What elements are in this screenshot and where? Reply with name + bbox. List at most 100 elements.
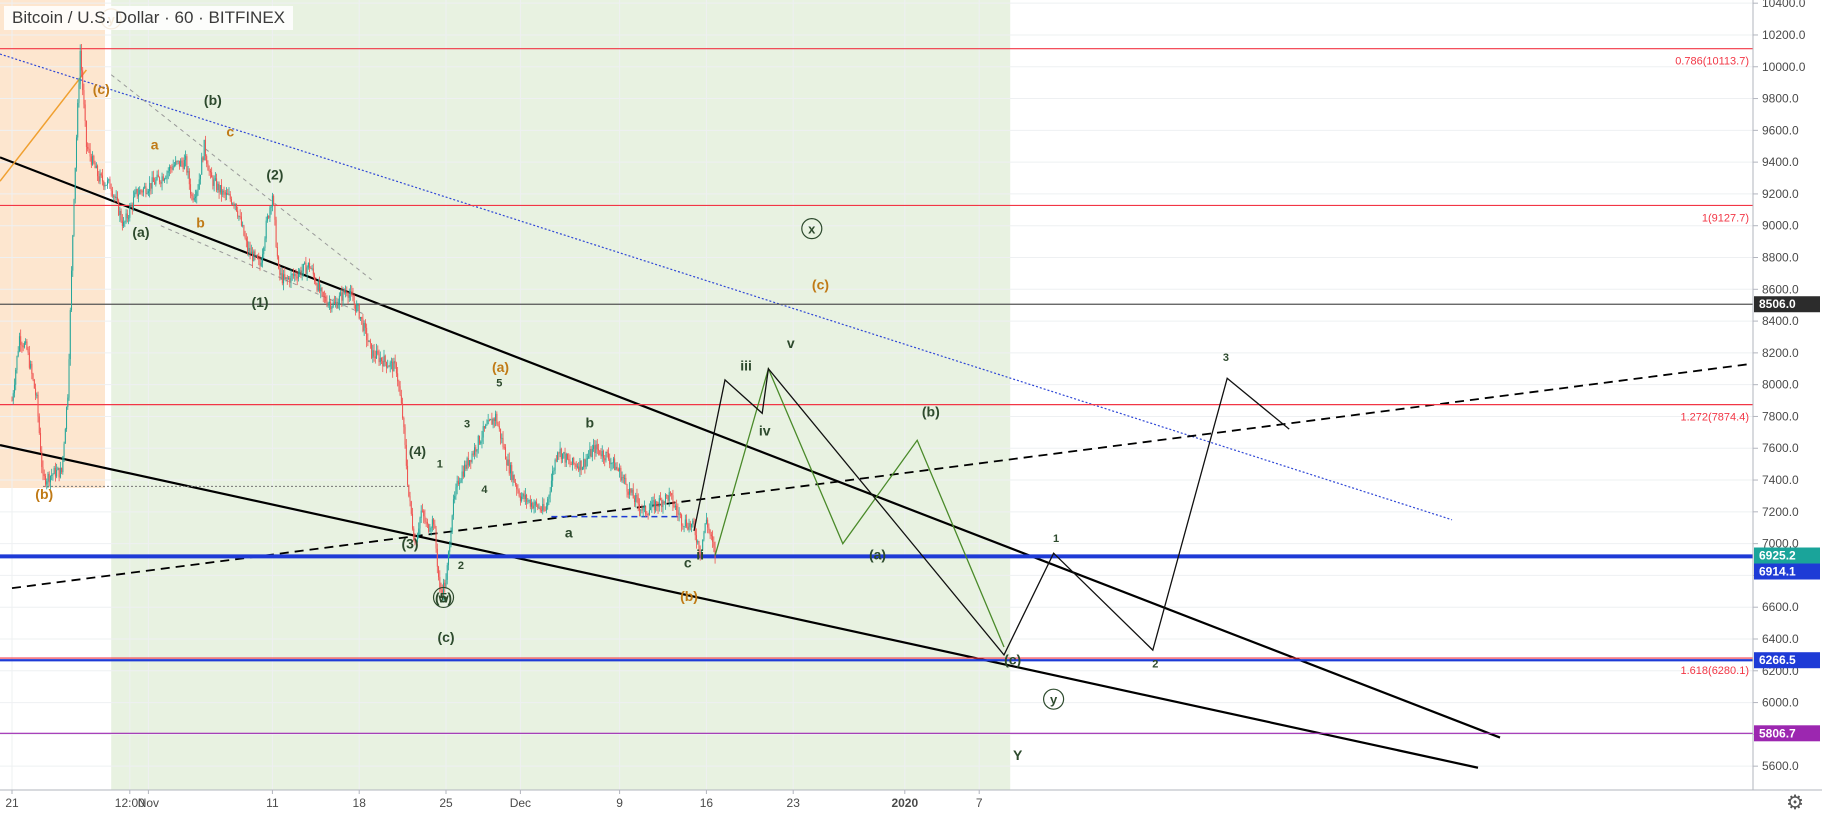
candle	[134, 192, 136, 198]
candle	[150, 183, 152, 189]
candle	[398, 381, 400, 387]
candle	[172, 165, 174, 170]
price-tick-label: 8800.0	[1762, 251, 1799, 265]
candle	[565, 453, 567, 463]
candle	[686, 519, 688, 527]
candle	[497, 423, 499, 427]
candle	[252, 251, 254, 262]
candle	[21, 344, 23, 347]
candle	[604, 458, 606, 461]
candle	[337, 303, 339, 309]
candle	[22, 346, 24, 348]
candle	[166, 172, 168, 178]
candle	[443, 582, 445, 595]
candle	[123, 222, 125, 227]
candle	[405, 444, 407, 466]
candle	[197, 189, 199, 192]
candle	[85, 120, 87, 147]
wave-label: (5)	[435, 589, 452, 605]
candle	[394, 361, 396, 364]
candle	[245, 238, 247, 242]
candle	[579, 460, 581, 471]
candle	[543, 503, 545, 510]
price-badge	[1754, 296, 1820, 313]
candle	[505, 447, 507, 460]
candle	[15, 369, 17, 385]
candle	[78, 84, 80, 103]
highlight-zone-green	[111, 0, 1011, 790]
candle	[320, 287, 322, 292]
candle	[248, 247, 250, 252]
candle	[187, 170, 189, 173]
candle	[374, 356, 376, 359]
candle	[436, 548, 438, 567]
candle	[259, 259, 261, 266]
candle	[682, 525, 684, 527]
price-tick-label: 5600.0	[1762, 759, 1799, 773]
candle	[493, 418, 495, 421]
candle	[25, 341, 27, 344]
candle	[415, 542, 417, 544]
candle	[82, 70, 84, 91]
candle	[273, 195, 275, 206]
candle	[514, 482, 516, 485]
wave-label: (c)	[1004, 651, 1021, 667]
candle	[620, 467, 622, 481]
candle	[145, 186, 147, 194]
candle	[570, 464, 572, 466]
candle	[36, 394, 38, 396]
candle	[118, 200, 120, 216]
candle	[271, 195, 273, 207]
candle	[676, 505, 678, 511]
candle	[120, 210, 122, 221]
candle	[558, 452, 560, 454]
candle	[629, 488, 631, 495]
candle	[667, 495, 669, 501]
candle	[646, 514, 648, 515]
candle	[361, 316, 363, 319]
candle	[674, 505, 676, 507]
candle	[140, 190, 142, 192]
candle	[441, 589, 443, 595]
candle	[121, 220, 123, 227]
wave-label: 5	[496, 377, 502, 389]
candle	[260, 262, 262, 266]
candle	[206, 156, 208, 164]
candle	[590, 449, 592, 457]
candle	[529, 500, 531, 507]
candle	[420, 510, 422, 519]
candle	[663, 501, 665, 504]
candle	[615, 466, 617, 471]
candle	[482, 426, 484, 438]
candle	[343, 289, 345, 293]
candle	[357, 304, 359, 306]
candle	[213, 179, 215, 186]
time-tick-label: 21	[5, 796, 19, 810]
candle	[454, 495, 456, 500]
candle	[383, 355, 385, 367]
candle	[168, 166, 170, 171]
candle	[333, 302, 335, 304]
candle	[407, 465, 409, 485]
candle	[247, 241, 249, 252]
candle	[276, 247, 278, 257]
fib-level-label: 1.272(7874.4)	[1681, 412, 1750, 424]
candle	[42, 467, 44, 475]
candle	[387, 366, 389, 368]
candle	[633, 498, 635, 503]
candle	[80, 50, 82, 71]
candle	[692, 520, 694, 524]
gear-icon[interactable]: ⚙	[1786, 790, 1804, 814]
candle	[291, 274, 293, 275]
candle	[538, 507, 540, 509]
candle	[46, 481, 48, 485]
price-tick-label: 9600.0	[1762, 123, 1799, 137]
candle	[714, 546, 716, 558]
candle	[149, 183, 151, 192]
candle	[671, 493, 673, 496]
candle	[683, 526, 685, 527]
candle	[477, 435, 479, 450]
candle	[266, 216, 268, 221]
